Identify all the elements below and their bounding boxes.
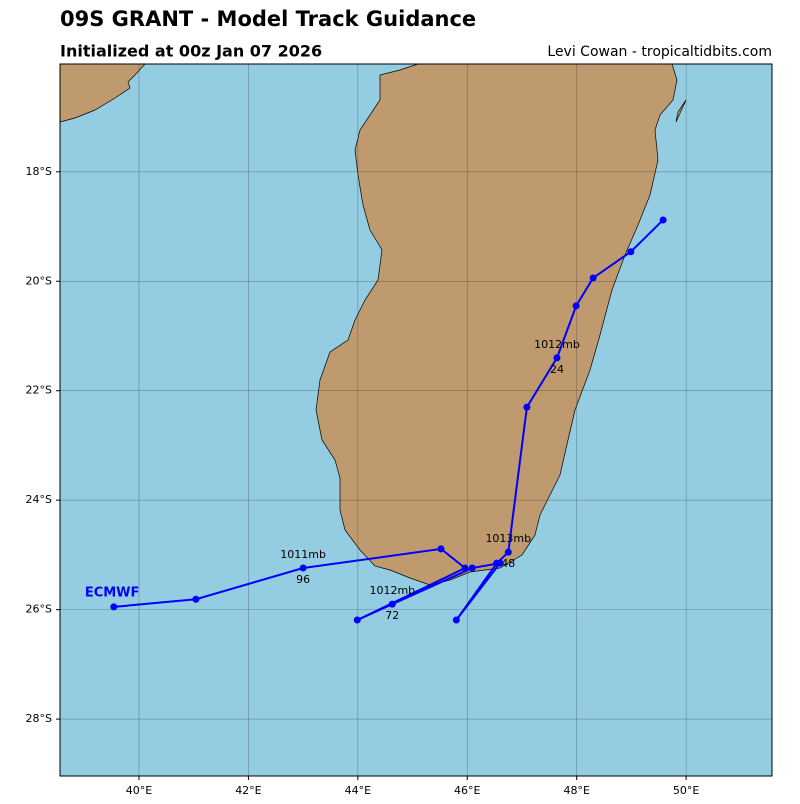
frame — [59, 63, 773, 777]
island — [675, 99, 687, 123]
track-point — [504, 548, 512, 556]
legend-label: ECMWF — [85, 585, 140, 600]
hour-label: 72 — [385, 609, 399, 622]
x-tick-label: 46°E — [454, 784, 480, 797]
y-tick-label: 24°S — [26, 493, 52, 506]
hour-label: 48 — [501, 557, 515, 570]
x-tick-label: 48°E — [563, 784, 589, 797]
track-point — [388, 600, 396, 608]
grid — [60, 64, 772, 776]
track-point — [452, 616, 460, 624]
pressure-label: 1013mb — [485, 532, 531, 545]
track-point — [110, 603, 118, 611]
y-tick-label: 20°S — [26, 274, 52, 287]
track-point — [659, 216, 667, 224]
x-tick-label: 40°E — [126, 784, 152, 797]
pressure-label: 1011mb — [280, 548, 326, 561]
track-point — [192, 595, 200, 603]
subtitle: Initialized at 00z Jan 07 2026 — [60, 42, 322, 61]
hour-label: 96 — [296, 573, 310, 586]
track-point — [589, 274, 597, 282]
x-tick-label: 42°E — [235, 784, 261, 797]
track-point — [627, 248, 635, 256]
pressure-label: 1012mb — [369, 584, 415, 597]
track-point — [553, 354, 561, 362]
africa-coast — [59, 63, 146, 123]
x-tick-label: 50°E — [673, 784, 699, 797]
track-point — [461, 564, 469, 572]
track-line — [113, 219, 664, 621]
hour-label: 24 — [550, 363, 564, 376]
track-point — [496, 559, 504, 567]
y-tick-label: 18°S — [26, 165, 52, 178]
tracks: 1012mb 24 1013mb 48 1012mb 72 1011mb 96 ECMWF — [85, 216, 667, 624]
track-point — [468, 564, 476, 572]
y-tick-label: 26°S — [26, 603, 52, 616]
title: 09S GRANT - Model Track Guidance — [60, 7, 476, 31]
track-point — [523, 403, 531, 411]
land — [59, 63, 687, 586]
x-tick-label: 44°E — [345, 784, 371, 797]
track-point — [353, 616, 361, 624]
y-tick-label: 22°S — [26, 384, 52, 397]
madagascar — [315, 63, 678, 586]
pressure-label: 1012mb — [534, 338, 580, 351]
track-point — [299, 564, 307, 572]
y-tick-label: 28°S — [26, 712, 52, 725]
track-point — [437, 545, 445, 553]
track-point — [572, 302, 580, 310]
credit: Levi Cowan - tropicaltidbits.com — [547, 44, 772, 60]
